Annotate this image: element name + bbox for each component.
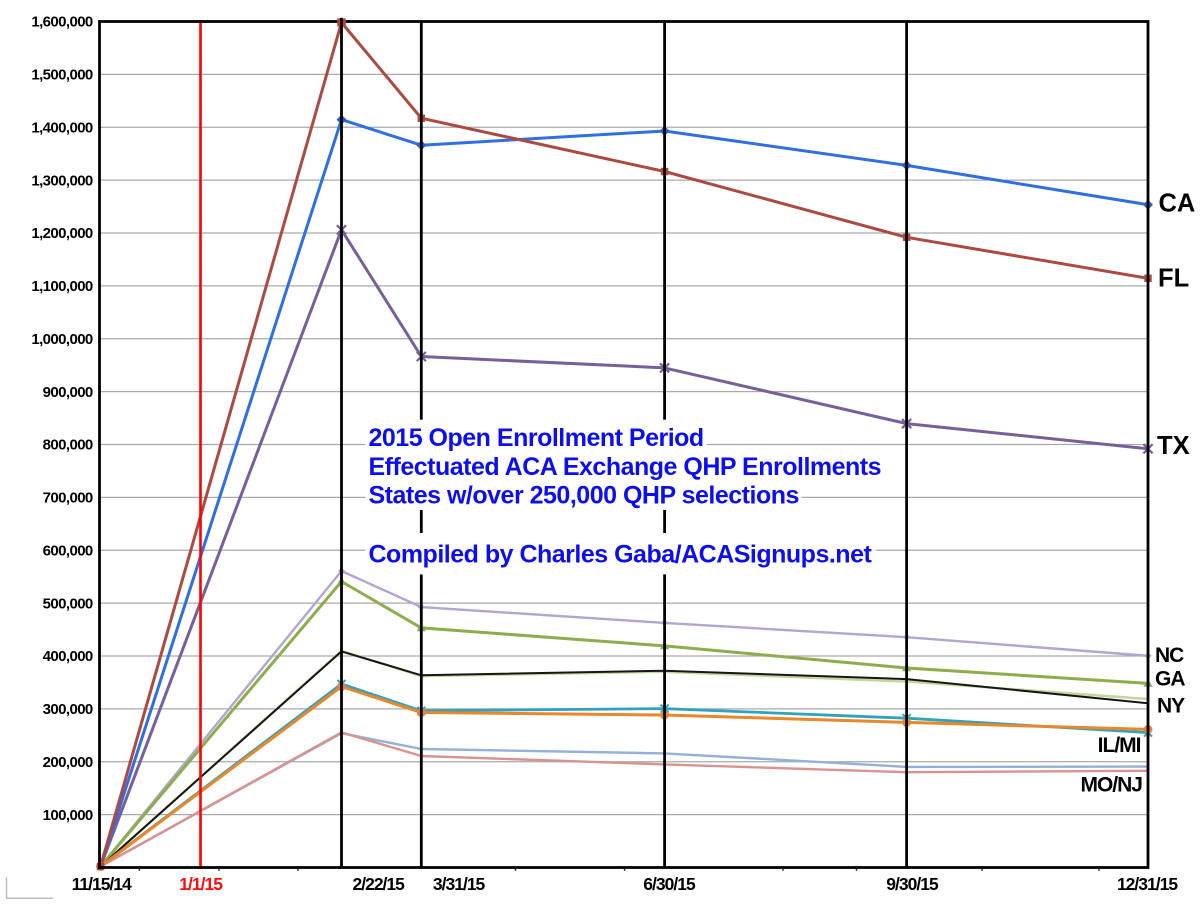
svg-text:Effectuated ACA Exchange QHP E: Effectuated ACA Exchange QHP Enrollments: [369, 453, 882, 481]
svg-text:9/30/15: 9/30/15: [886, 874, 939, 894]
svg-text:300,000: 300,000: [43, 701, 93, 718]
svg-text:800,000: 800,000: [43, 437, 93, 454]
svg-text:900,000: 900,000: [43, 384, 93, 401]
svg-text:1,000,000: 1,000,000: [31, 331, 93, 348]
svg-text:6/30/15: 6/30/15: [643, 874, 696, 894]
svg-text:1,500,000: 1,500,000: [31, 67, 93, 84]
svg-text:100,000: 100,000: [43, 807, 93, 824]
svg-text:700,000: 700,000: [43, 490, 93, 507]
svg-text:States w/over 250,000 QHP sele: States w/over 250,000 QHP selections: [369, 482, 799, 510]
svg-text:1/1/15: 1/1/15: [179, 874, 223, 894]
svg-text:1,300,000: 1,300,000: [31, 172, 93, 189]
svg-text:TX: TX: [1157, 432, 1190, 460]
svg-text:600,000: 600,000: [43, 542, 93, 559]
svg-text:1,100,000: 1,100,000: [31, 278, 93, 295]
svg-text:NC: NC: [1155, 644, 1184, 667]
svg-text:CA: CA: [1159, 190, 1196, 218]
svg-text:1,600,000: 1,600,000: [31, 14, 93, 31]
svg-text:500,000: 500,000: [43, 595, 93, 612]
svg-text:GA: GA: [1155, 668, 1185, 691]
svg-text:2015 Open Enrollment Period: 2015 Open Enrollment Period: [369, 424, 704, 452]
svg-text:FL: FL: [1158, 264, 1189, 292]
svg-text:1,400,000: 1,400,000: [31, 119, 93, 136]
svg-text:NY: NY: [1157, 694, 1185, 717]
svg-text:1,200,000: 1,200,000: [31, 225, 93, 242]
svg-text:Compiled by Charles Gaba/ACASi: Compiled by Charles Gaba/ACASignups.net: [369, 540, 873, 568]
svg-text:3/31/15: 3/31/15: [433, 874, 486, 894]
svg-text:400,000: 400,000: [43, 648, 93, 665]
svg-text:11/15/14: 11/15/14: [72, 874, 132, 894]
svg-text:MO/NJ: MO/NJ: [1080, 773, 1142, 796]
svg-text:12/31/15: 12/31/15: [1117, 874, 1178, 894]
svg-text:IL/MI: IL/MI: [1098, 734, 1141, 757]
svg-text:2/22/15: 2/22/15: [353, 874, 406, 894]
svg-text:200,000: 200,000: [43, 754, 93, 771]
